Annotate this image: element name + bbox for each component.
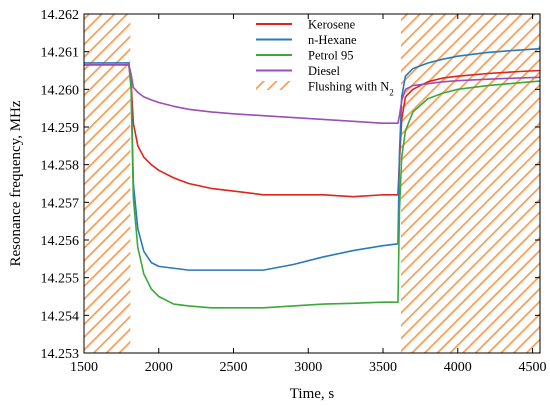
- series-lines: [84, 47, 540, 309]
- legend-label-subscript: 2: [389, 88, 394, 98]
- y-axis-label: Resonance frequency, MHz: [8, 100, 24, 266]
- x-tick-label: 2000: [145, 360, 173, 375]
- legend-label: Kerosene: [308, 18, 356, 32]
- y-tick-label: 14.257: [41, 196, 80, 211]
- series-line-petrol-95: [84, 64, 540, 309]
- y-tick-label: 14.254: [41, 309, 80, 324]
- plot-frame: [83, 13, 541, 354]
- series-line-diesel: [84, 64, 540, 125]
- legend-label: Petrol 95: [308, 49, 353, 63]
- x-tick-label: 3500: [369, 360, 397, 375]
- x-tick-label: 1500: [70, 360, 98, 375]
- y-tick-label: 14.253: [41, 347, 80, 362]
- legend-label: n-Hexane: [308, 33, 357, 47]
- legend-swatch-flushing: [256, 81, 292, 90]
- y-tick-label: 14.255: [41, 272, 80, 287]
- axis-ticks: 1500 2000 2500 3000 3500 4000 4500 14.253 14.254…: [41, 8, 547, 375]
- y-tick-label: 14.262: [41, 8, 80, 23]
- y-tick-label: 14.261: [41, 46, 80, 61]
- series-line-kerosene: [84, 64, 540, 198]
- flushing-region-2: [400, 14, 540, 353]
- shaded-regions: [84, 14, 540, 353]
- y-tick-label: 14.258: [41, 159, 80, 174]
- flushing-region-1: [84, 14, 131, 353]
- y-tick-label: 14.259: [41, 121, 80, 136]
- x-tick-label: 3000: [294, 360, 322, 375]
- y-tick-label: 14.260: [41, 83, 80, 98]
- x-tick-label: 4500: [519, 360, 547, 375]
- legend-label: Diesel: [308, 64, 340, 78]
- legend-label: Flushing with N2: [308, 80, 394, 98]
- y-tick-label: 14.256: [41, 234, 80, 249]
- series-line-n-hexane: [84, 47, 540, 271]
- x-axis-label: Time, s: [290, 386, 335, 402]
- x-tick-label: 2500: [220, 360, 248, 375]
- x-tick-label: 4000: [444, 360, 472, 375]
